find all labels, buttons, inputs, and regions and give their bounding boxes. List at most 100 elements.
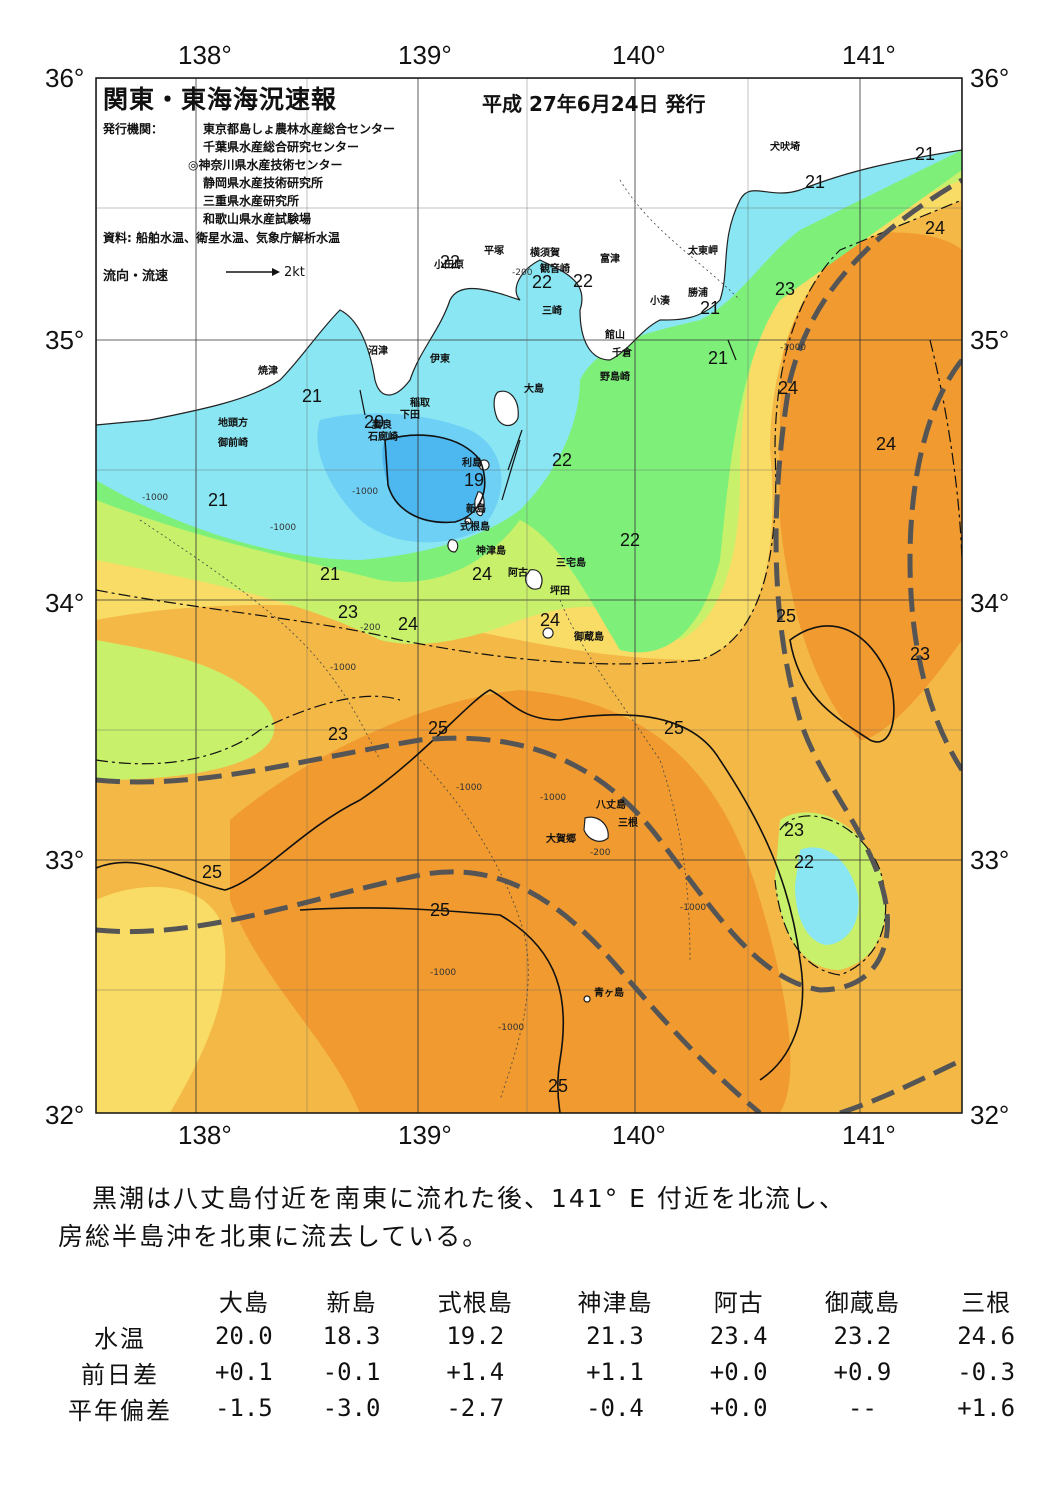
sst-zone-23-west xyxy=(96,640,275,780)
place-label: 沼津 xyxy=(368,344,388,357)
island-mikurajima xyxy=(542,627,554,639)
flow-legend-scale: 2kt xyxy=(284,265,305,280)
column-header: 御蔵島 xyxy=(824,1288,900,1317)
temp-label: 24 xyxy=(925,218,945,238)
kuroshio-axis-se xyxy=(839,1057,962,1113)
place-label: 大賀郷 xyxy=(546,832,576,845)
temp-label: 19 xyxy=(464,470,484,490)
temp-labels: 21 21 24 23 21 21 24 24 22 22 22 21 20 1… xyxy=(202,144,945,1096)
place-label: 伊東 xyxy=(429,352,450,365)
temp-label: 25 xyxy=(664,718,684,738)
issuer-5: 三重県水産研究所 xyxy=(203,194,300,208)
temp-label: 23 xyxy=(910,644,930,664)
table-cell: -0.4 xyxy=(586,1394,644,1422)
table-cell: +1.4 xyxy=(446,1358,505,1386)
place-label: 富津 xyxy=(600,252,620,265)
depth-label: -1000 xyxy=(330,663,356,673)
place-label: 観音崎 xyxy=(540,262,570,275)
table-cell: -2.7 xyxy=(446,1394,505,1422)
table-cell: +1.6 xyxy=(957,1394,1016,1422)
lat-label-36-left: 36° xyxy=(45,63,85,93)
place-label: 小湊 xyxy=(649,294,671,307)
table-cell: 24.6 xyxy=(957,1322,1016,1350)
lat-label-33-right: 33° xyxy=(970,845,1010,875)
table-cell: +0.1 xyxy=(214,1358,273,1386)
station-table: 大島 新島 式根島 神津島 阿古 御蔵島 三根 水温 20.0 18.3 19.… xyxy=(50,1282,1040,1426)
place-label: 石廊崎 xyxy=(367,430,398,443)
temp-label: 24 xyxy=(778,378,798,398)
kuroshio-axis-east xyxy=(907,358,962,772)
sst-zone-26-east xyxy=(779,232,962,740)
place-label: 小田原 xyxy=(433,258,464,271)
lat-label-34-left: 34° xyxy=(45,588,85,618)
temp-label: 22 xyxy=(620,530,640,550)
place-label: 勝浦 xyxy=(688,286,708,299)
table-cell: +0.0 xyxy=(709,1358,768,1386)
depth-label: -1000 xyxy=(680,903,706,913)
temp-label: 25 xyxy=(548,1076,568,1096)
depth-label: -1000 xyxy=(352,487,378,497)
place-label: 三宅島 xyxy=(556,556,586,569)
kuroshio-axis xyxy=(96,177,962,1113)
island-hachijojima xyxy=(583,816,609,842)
temp-label: 20 xyxy=(364,412,384,432)
table-cell: 23.4 xyxy=(709,1322,768,1350)
table-cell: +1.1 xyxy=(586,1358,644,1386)
lon-label-141-bottom: 141° xyxy=(842,1120,896,1150)
place-label: 利島 xyxy=(462,456,482,469)
temp-label: 25 xyxy=(428,718,448,738)
temp-label: 21 xyxy=(320,564,340,584)
minor-grid xyxy=(96,78,962,1113)
kuroshio-axis-main xyxy=(96,177,962,993)
place-label: 館山 xyxy=(604,328,625,341)
kuroshio-axis-south xyxy=(96,869,762,1113)
temp-label: 25 xyxy=(202,862,222,882)
table-cell: 20.0 xyxy=(214,1322,273,1350)
table-cell: 18.3 xyxy=(322,1322,381,1350)
place-label: 太東岬 xyxy=(687,244,718,257)
island-shikinejima xyxy=(464,517,472,525)
place-names: 犬吠埼 太東岬 勝浦 小湊 館山 千倉 野島崎 富津 横須賀 平塚 小田原 観音… xyxy=(217,140,800,999)
temp-label: 24 xyxy=(540,610,560,630)
temp-label: 22 xyxy=(532,272,552,292)
issuer-1: 東京都島しょ農林水産総合センター xyxy=(203,122,396,136)
island-miyakejima xyxy=(525,569,543,590)
issuer-label: 発行機関： xyxy=(103,122,164,136)
table-header-row: 大島 新島 式根島 神津島 阿古 御蔵島 三根 xyxy=(50,1282,1040,1318)
isotherm-25-south2 xyxy=(299,907,565,1113)
place-label: 青ヶ島 xyxy=(594,986,624,999)
temp-label: 21 xyxy=(208,490,228,510)
place-label: 下田 xyxy=(400,409,420,421)
depth-labels: -1000 -1000 -1000 -1000 -1000 -1000 -100… xyxy=(142,268,806,1033)
table-cell: -3.0 xyxy=(322,1394,381,1422)
lon-label-138-top: 138° xyxy=(178,40,232,70)
island-kozushima xyxy=(447,539,459,553)
temp-label: 21 xyxy=(708,348,728,368)
temp-label: 22 xyxy=(440,252,460,272)
lon-label-141-top: 141° xyxy=(842,40,896,70)
place-label: 焼津 xyxy=(258,364,278,377)
temp-label: 22 xyxy=(552,450,572,470)
place-label: 御蔵島 xyxy=(573,630,604,643)
lon-label-140-bottom: 140° xyxy=(612,1120,666,1150)
depth-label: -1000 xyxy=(142,493,168,503)
lat-label-36-right: 36° xyxy=(970,63,1010,93)
place-label: 稲取 xyxy=(410,396,431,409)
place-label: 野島崎 xyxy=(600,370,630,383)
depth-contours xyxy=(139,179,741,1101)
table-cell: +0.9 xyxy=(833,1358,892,1386)
temp-label: 21 xyxy=(302,386,322,406)
place-label: 妻良 xyxy=(372,418,392,431)
temp-label: 25 xyxy=(776,606,796,626)
island-aogashima xyxy=(583,995,591,1003)
temp-label: 22 xyxy=(794,852,814,872)
lat-label-34-right: 34° xyxy=(970,588,1010,618)
flow-legend-label: 流向・流速 xyxy=(103,269,169,284)
map-border xyxy=(95,77,963,1114)
column-header: 神津島 xyxy=(577,1288,653,1317)
issue-date: 平成 27年6月24日 発行 xyxy=(482,92,706,116)
lat-label-33-left: 33° xyxy=(45,845,85,875)
temp-label: 21 xyxy=(915,144,935,164)
depth-label: -200 xyxy=(360,623,381,633)
flow-arrows xyxy=(359,339,737,501)
